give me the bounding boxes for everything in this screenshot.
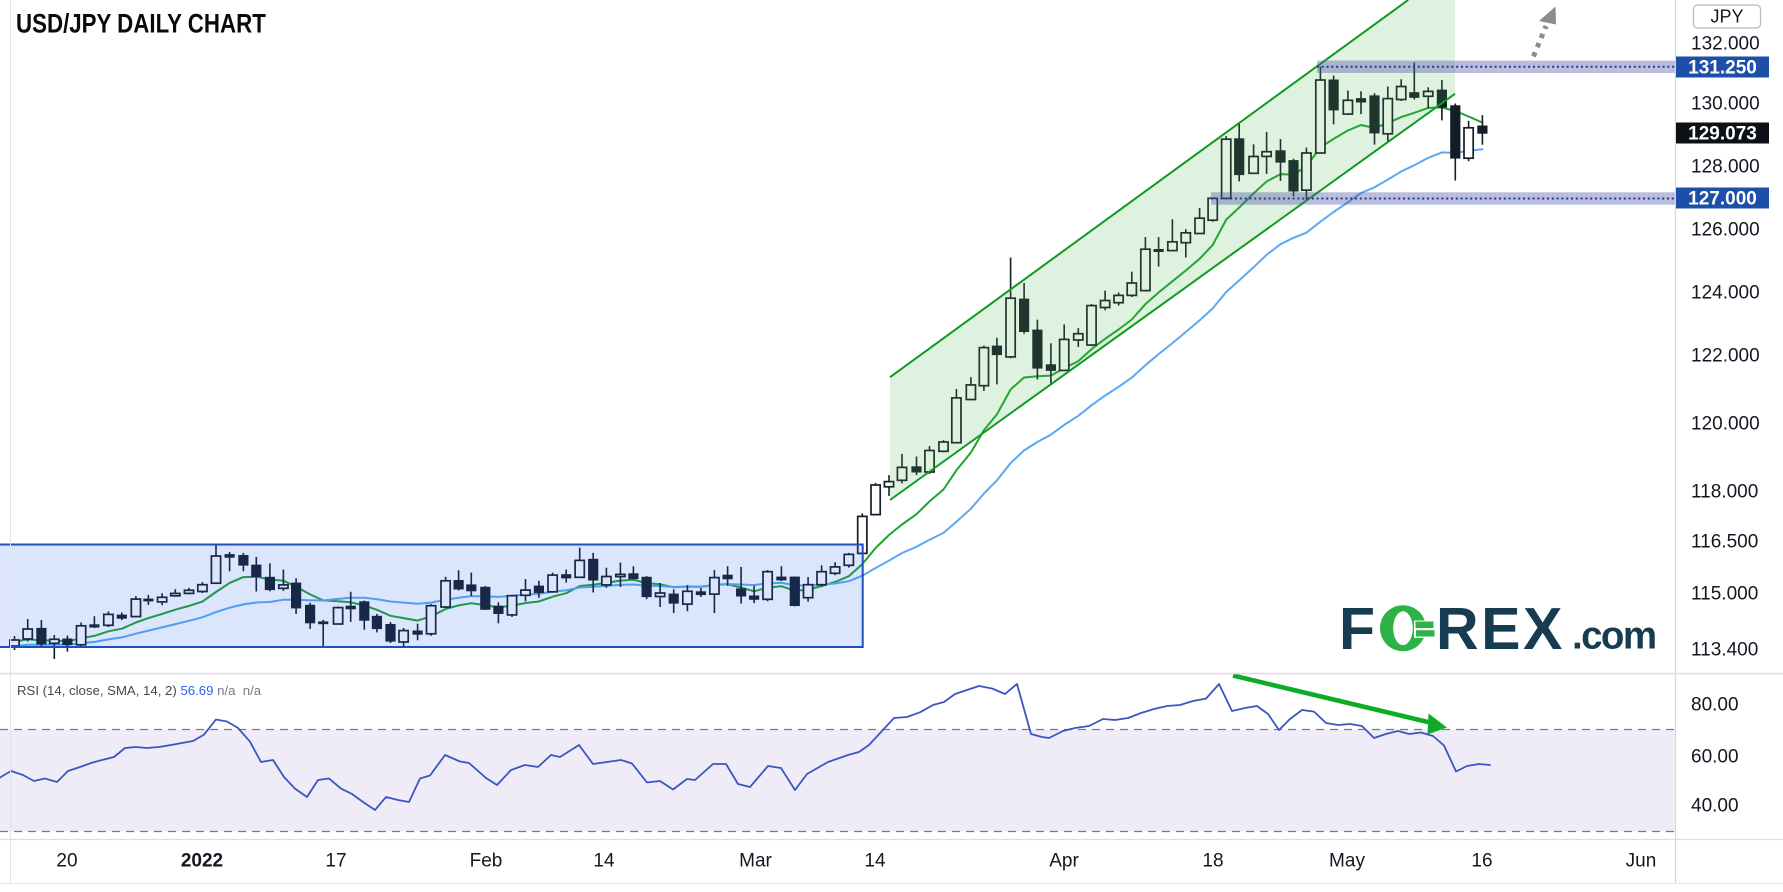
svg-text:Mar: Mar [739, 851, 772, 872]
svg-text:116.500: 116.500 [1691, 532, 1758, 553]
svg-text:RSI (14, close, SMA, 14, 2) 56: RSI (14, close, SMA, 14, 2) 56.69 n/a n/… [17, 683, 262, 698]
svg-text:132.000: 132.000 [1691, 34, 1760, 55]
svg-text:122.000: 122.000 [1691, 346, 1760, 367]
svg-text:124.000: 124.000 [1691, 283, 1760, 304]
svg-text:128.000: 128.000 [1691, 157, 1760, 178]
svg-text:113.400: 113.400 [1691, 640, 1758, 661]
svg-text:F: F [1339, 596, 1375, 662]
svg-text:130.000: 130.000 [1691, 94, 1760, 115]
svg-text:14: 14 [593, 851, 615, 872]
svg-text:Feb: Feb [470, 851, 503, 872]
svg-text:17: 17 [325, 851, 346, 872]
svg-text:14: 14 [864, 851, 886, 872]
svg-text:40.00: 40.00 [1691, 796, 1739, 817]
svg-text:Apr: Apr [1049, 851, 1079, 872]
svg-text:Jun: Jun [1626, 851, 1657, 872]
svg-text:127.000: 127.000 [1688, 189, 1757, 210]
svg-text:JPY: JPY [1710, 7, 1743, 27]
svg-text:16: 16 [1471, 851, 1492, 872]
svg-text:80.00: 80.00 [1691, 695, 1739, 716]
svg-text:118.000: 118.000 [1691, 482, 1758, 503]
svg-text:60.00: 60.00 [1691, 747, 1739, 768]
svg-text:REX: REX [1436, 596, 1565, 662]
svg-text:120.000: 120.000 [1691, 414, 1760, 435]
svg-text:18: 18 [1202, 851, 1223, 872]
svg-text:2022: 2022 [181, 851, 223, 872]
svg-text:131.250: 131.250 [1688, 58, 1757, 79]
svg-text:129.073: 129.073 [1688, 124, 1757, 145]
svg-text:.com: .com [1572, 615, 1655, 658]
svg-text:May: May [1329, 851, 1365, 872]
svg-text:USD/JPY DAILY CHART: USD/JPY DAILY CHART [16, 8, 266, 39]
svg-text:126.000: 126.000 [1691, 220, 1760, 241]
svg-text:20: 20 [56, 851, 77, 872]
svg-text:115.000: 115.000 [1691, 584, 1758, 605]
